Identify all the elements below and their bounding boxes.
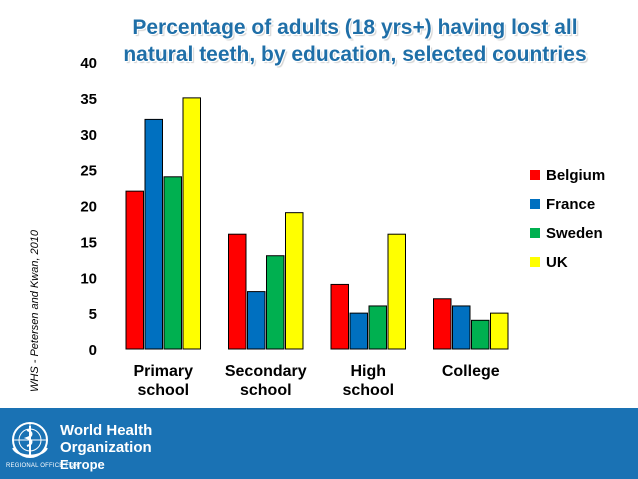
x-category-label: Secondary school [225,363,307,399]
bar-uk-1 [285,212,304,350]
legend-label-belgium: Belgium [546,167,605,184]
bar-uk-0 [182,97,201,350]
x-category-label: College [442,363,500,380]
bar-uk-3 [490,312,509,350]
chart-title: Percentage of adults (18 yrs+) having lo… [60,14,638,68]
bar-belgium-0 [125,190,144,350]
y-tick-label: 40 [80,55,97,72]
legend-swatch-belgium [530,170,540,180]
legend-swatch-uk [530,257,540,267]
y-tick-label: 25 [80,163,97,180]
bar-sweden-1 [266,255,285,350]
org-name-line2: Organization [60,439,152,456]
y-tick-label: 15 [80,234,97,251]
who-emblem-icon [12,422,48,458]
x-category-label: High school [342,363,394,399]
bar-belgium-1 [228,233,247,350]
source-note: WHS - Petersen and Kwan, 2010 [29,229,41,392]
chart-title-line2: natural teeth, by education, selected co… [123,43,587,66]
region-name: Europe [60,457,105,472]
y-tick-label: 35 [80,91,97,108]
x-category-label: Primary school [133,363,193,399]
bar-sweden-0 [163,176,182,350]
bar-france-1 [247,291,266,350]
y-tick-label: 20 [80,199,97,216]
bar-uk-2 [387,233,406,350]
bar-sweden-2 [368,305,387,350]
org-name-line1: World Health [60,422,153,439]
bar-france-2 [349,312,368,350]
legend-label-france: France [546,196,595,213]
who-footer: World Health Organization REGIONAL OFFIC… [0,408,638,479]
bar-france-0 [144,118,163,350]
bar-belgium-2 [330,283,349,350]
bar-france-3 [452,305,471,350]
legend-swatch-sweden [530,228,540,238]
legend-swatch-france [530,199,540,209]
legend-label-uk: UK [546,254,568,271]
y-tick-label: 10 [80,270,97,287]
y-tick-label: 0 [89,342,97,359]
y-tick-label: 5 [89,306,97,323]
chart: 0 5 10 15 20 25 30 35 40 Primary school Secondary sc… [80,55,605,399]
legend-label-sweden: Sweden [546,225,603,242]
bar-belgium-3 [433,298,452,350]
region-prefix: REGIONAL OFFICE FOR [6,463,79,469]
bar-sweden-3 [471,319,490,350]
y-tick-label: 30 [80,127,97,144]
chart-title-line1: Percentage of adults (18 yrs+) having lo… [132,16,578,39]
